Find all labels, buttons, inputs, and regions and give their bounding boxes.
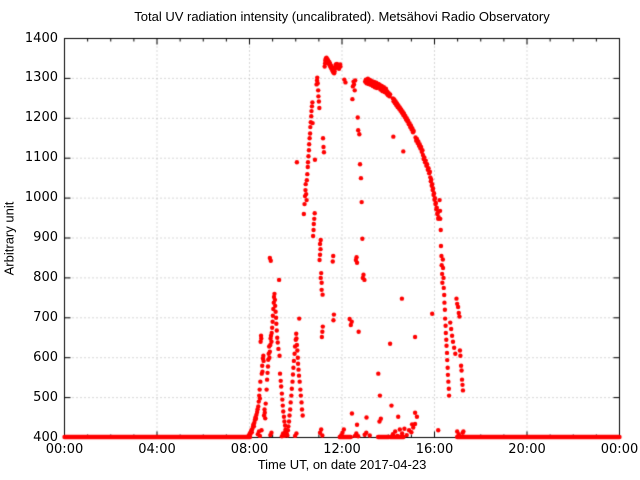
y-tick-label: 1400 <box>24 30 58 46</box>
y-tick-label: 1200 <box>24 110 58 126</box>
x-tick-label: 00:00 <box>600 442 639 457</box>
y-tick-label: 900 <box>33 230 58 245</box>
x-tick-label: 08:00 <box>230 442 269 457</box>
x-tick-label: 20:00 <box>508 442 546 457</box>
y-tick-label: 400 <box>33 429 58 445</box>
x-tick-label: 16:00 <box>415 442 454 457</box>
y-tick-label: 600 <box>33 349 58 365</box>
y-tick-label: 1300 <box>24 70 58 86</box>
y-tick-label: 500 <box>33 389 58 405</box>
y-tick-label: 700 <box>33 309 58 325</box>
chart-title: Total UV radiation intensity (uncalibrat… <box>134 9 550 24</box>
y-tick-label: 1100 <box>24 150 58 166</box>
x-axis-label: Time UT, on date 2017-04-23 <box>257 457 427 472</box>
y-tick-label: 800 <box>33 269 58 285</box>
x-tick-label: 04:00 <box>138 442 176 457</box>
x-tick-label: 00:00 <box>45 442 84 457</box>
y-tick-label: 1000 <box>24 190 58 206</box>
x-tick-label: 12:00 <box>323 442 361 457</box>
